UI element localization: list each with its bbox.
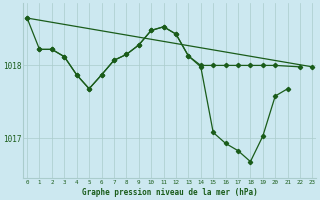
X-axis label: Graphe pression niveau de la mer (hPa): Graphe pression niveau de la mer (hPa)	[82, 188, 258, 197]
